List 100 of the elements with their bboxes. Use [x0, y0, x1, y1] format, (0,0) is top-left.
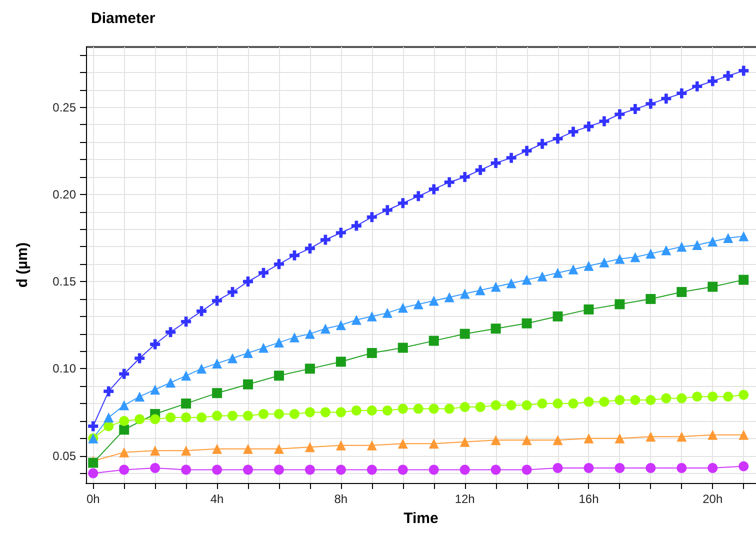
point [150, 463, 160, 474]
point [428, 464, 439, 475]
point [460, 464, 470, 475]
point [150, 339, 160, 350]
point [181, 398, 192, 409]
point [676, 432, 687, 442]
point [676, 393, 687, 404]
point [676, 242, 687, 252]
point [398, 302, 408, 313]
point [428, 296, 439, 306]
point [134, 392, 145, 402]
point [646, 395, 656, 406]
point [490, 324, 501, 334]
y-tick-label: 0.10 [52, 362, 76, 376]
point [661, 94, 672, 104]
point [676, 463, 687, 474]
point [537, 138, 548, 149]
point [398, 464, 408, 475]
point [692, 392, 702, 402]
point [738, 274, 749, 285]
point [708, 463, 718, 474]
point [738, 390, 749, 400]
point [522, 146, 532, 156]
point [490, 282, 501, 292]
point [366, 440, 377, 450]
point [274, 444, 284, 454]
point [336, 320, 346, 330]
point [552, 463, 563, 474]
point [490, 400, 501, 410]
point [88, 468, 98, 478]
point [552, 134, 563, 144]
point [413, 299, 424, 310]
point [676, 287, 687, 298]
point [708, 76, 718, 86]
x-tick-label: 12h [454, 492, 475, 506]
point [212, 410, 222, 421]
point [646, 463, 656, 474]
point [336, 464, 346, 475]
point [708, 392, 718, 402]
point [196, 364, 207, 374]
point [289, 332, 300, 342]
point [444, 177, 454, 188]
point [646, 294, 656, 304]
point [506, 152, 516, 163]
point [584, 396, 594, 407]
point [382, 205, 392, 216]
point [646, 248, 656, 259]
point [320, 324, 330, 334]
point [599, 257, 610, 268]
point [228, 410, 238, 421]
point [181, 316, 192, 327]
point [413, 404, 424, 414]
point [413, 191, 424, 202]
point [320, 407, 330, 418]
point [738, 231, 749, 242]
point [599, 116, 610, 126]
point [522, 435, 532, 446]
point [304, 442, 315, 452]
point [212, 388, 222, 398]
point [444, 404, 454, 414]
point [552, 311, 563, 322]
point [537, 398, 548, 409]
point [490, 435, 501, 446]
point [181, 446, 192, 456]
point [351, 220, 362, 231]
point [304, 243, 315, 254]
x-tick-label: 0h [86, 492, 100, 506]
point [614, 254, 625, 264]
point [336, 228, 346, 238]
point [243, 276, 253, 287]
point [568, 264, 578, 274]
point [181, 464, 192, 475]
chart-title: Diameter [91, 10, 156, 27]
point [723, 392, 734, 402]
point [274, 408, 284, 419]
point [584, 304, 594, 314]
x-tick-label: 4h [210, 492, 224, 506]
point [88, 421, 98, 432]
point [258, 268, 268, 278]
point [506, 400, 516, 410]
y-axis-title: d (µm) [14, 242, 31, 288]
point [614, 299, 625, 310]
point [104, 386, 114, 396]
point [274, 338, 284, 348]
point [599, 396, 610, 407]
point [243, 410, 253, 421]
point [274, 464, 284, 475]
point [692, 240, 702, 250]
point [522, 464, 532, 475]
point [428, 404, 439, 414]
point [304, 328, 315, 339]
point [708, 236, 718, 246]
point [614, 109, 625, 120]
point [336, 356, 346, 367]
point [104, 412, 114, 422]
point [243, 444, 253, 454]
point [304, 407, 315, 418]
point [366, 464, 377, 475]
point [366, 212, 377, 222]
x-tick-label: 20h [702, 492, 723, 506]
